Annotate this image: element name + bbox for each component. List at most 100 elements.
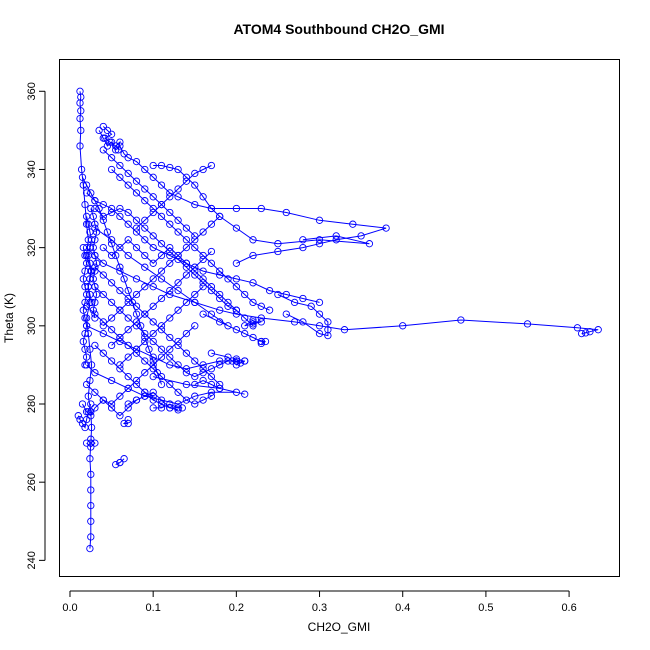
data-point — [141, 263, 149, 271]
data-point — [157, 294, 166, 303]
data-point — [191, 169, 199, 178]
data-point — [207, 349, 216, 357]
data-point — [232, 326, 241, 334]
data-point — [207, 283, 216, 291]
data-point — [249, 251, 257, 260]
data-point — [84, 408, 92, 416]
data-point — [124, 326, 132, 334]
data-point — [91, 204, 99, 213]
data-point — [249, 236, 257, 244]
data-point — [207, 392, 216, 400]
data-point — [116, 337, 124, 346]
data-point — [257, 204, 265, 213]
data-point — [166, 208, 174, 217]
data-point — [257, 339, 265, 348]
data-point — [174, 306, 182, 314]
data-point — [174, 165, 182, 174]
series-line — [82, 391, 179, 417]
data-point — [99, 329, 107, 338]
data-point — [199, 279, 207, 287]
data-point — [332, 236, 340, 244]
data-point — [166, 400, 174, 408]
data-point — [324, 326, 332, 334]
data-point — [91, 341, 99, 350]
data-point — [116, 138, 124, 146]
series-line — [115, 458, 125, 466]
data-point — [199, 396, 207, 404]
data-point — [84, 283, 92, 291]
data-point — [116, 267, 124, 275]
data-point — [299, 243, 307, 252]
data-point — [315, 310, 324, 318]
data-point — [257, 302, 265, 310]
data-point — [207, 247, 216, 256]
series-line — [153, 165, 370, 245]
data-point — [399, 322, 407, 330]
data-point — [107, 240, 116, 248]
data-point — [116, 263, 124, 271]
data-point — [141, 185, 149, 193]
data-point — [174, 388, 182, 396]
data-point — [81, 423, 89, 432]
series-line — [102, 149, 196, 237]
data-point — [182, 329, 191, 338]
data-point — [249, 318, 257, 326]
data-point — [224, 322, 232, 330]
data-point — [166, 345, 174, 353]
data-point — [174, 255, 182, 264]
data-point — [274, 290, 282, 299]
series-line — [98, 130, 387, 264]
data-point — [157, 240, 166, 248]
data-point — [149, 388, 157, 396]
data-point — [174, 400, 182, 408]
data-point — [103, 142, 112, 150]
data-point — [216, 380, 224, 389]
data-point — [149, 329, 157, 338]
data-point — [107, 404, 116, 412]
data-point — [191, 181, 199, 189]
data-point — [191, 290, 199, 299]
x-tick-label: 0.1 — [146, 602, 161, 614]
data-point — [87, 501, 95, 510]
data-point — [132, 376, 141, 385]
data-point — [199, 267, 207, 275]
data-point — [99, 146, 107, 154]
data-point — [132, 345, 141, 353]
data-point — [107, 341, 116, 350]
data-point — [87, 486, 95, 494]
series-line — [77, 403, 92, 429]
data-point — [149, 365, 157, 373]
data-point — [191, 372, 199, 381]
data-point — [182, 224, 191, 232]
data-point — [191, 298, 199, 307]
data-point — [141, 236, 149, 244]
series-line — [86, 305, 212, 405]
data-point — [216, 271, 224, 279]
data-point — [124, 415, 132, 424]
series-line — [82, 247, 88, 366]
data-point — [99, 243, 107, 252]
data-point — [199, 228, 207, 236]
data-point — [91, 388, 99, 396]
data-point — [207, 380, 216, 389]
data-point — [166, 361, 174, 369]
data-point — [132, 157, 141, 166]
data-point — [124, 384, 132, 393]
data-point — [191, 200, 199, 209]
data-point — [166, 251, 174, 260]
data-point — [149, 404, 157, 412]
data-point — [199, 369, 207, 377]
data-point — [116, 161, 124, 170]
data-point — [191, 267, 199, 275]
data-point — [107, 251, 116, 260]
data-point — [124, 251, 132, 260]
data-point — [149, 337, 157, 346]
data-point — [89, 275, 97, 283]
data-point — [82, 415, 91, 424]
data-point — [141, 337, 149, 346]
data-point — [149, 232, 157, 240]
data-point — [116, 361, 124, 369]
data-point — [232, 357, 241, 365]
data-point — [103, 228, 112, 236]
